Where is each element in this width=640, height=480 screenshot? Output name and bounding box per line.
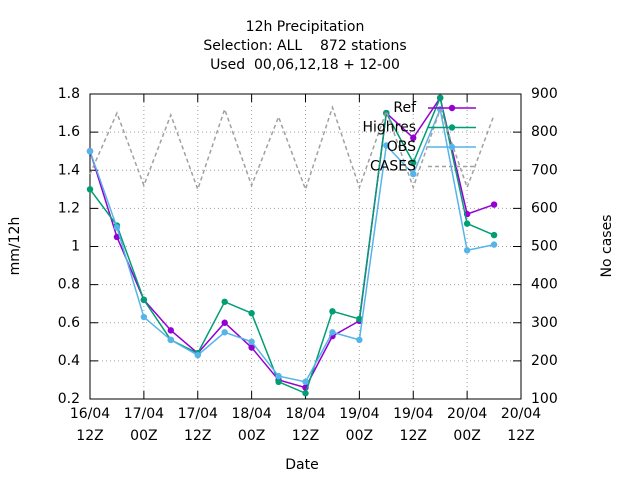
data-point [248, 310, 255, 317]
legend-label: OBS [387, 139, 416, 155]
data-point [463, 220, 471, 227]
y2-tick-label: 500 [531, 239, 558, 255]
data-point [275, 372, 282, 380]
data-point [436, 94, 444, 102]
y-tick-label: 0.2 [58, 391, 80, 407]
data-point [86, 147, 94, 155]
y2-tick-label: 100 [531, 391, 558, 407]
data-point [140, 313, 148, 321]
data-point [86, 186, 94, 193]
y2-tick-label: 200 [531, 353, 558, 369]
y-tick-label: 0.4 [58, 353, 80, 369]
x-tick-label: 19/04 [393, 406, 433, 422]
x-tick-label: 12Z [184, 428, 211, 444]
data-point [410, 170, 417, 178]
data-point [302, 378, 309, 386]
y2-tick-label: 400 [531, 277, 558, 293]
data-point [490, 201, 498, 208]
data-point [490, 241, 498, 248]
y2-tick-label: 300 [531, 315, 558, 331]
data-point [221, 329, 228, 336]
data-point [410, 134, 417, 142]
x-tick-label: 19/04 [339, 406, 379, 422]
data-point [248, 338, 255, 346]
x-axis-label: Date [285, 457, 318, 473]
y-tick-label: 1 [71, 239, 80, 255]
chart-subtitle: Selection: ALL 872 stations [203, 38, 406, 54]
x-tick-label: 12Z [292, 428, 319, 444]
x-tick-label: 20/04 [447, 406, 487, 422]
data-point [356, 315, 363, 323]
data-point [221, 298, 228, 305]
y-tick-label: 1.8 [58, 86, 80, 102]
data-point [302, 390, 309, 397]
chart-subtitle: Used 00,06,12,18 + 12-00 [210, 57, 400, 73]
y2-axis-label: No cases [599, 215, 615, 278]
x-tick-label: 17/04 [178, 406, 218, 422]
data-point [194, 351, 201, 359]
legend-label: CASES [370, 159, 416, 175]
data-point [140, 296, 148, 304]
data-point [383, 142, 390, 149]
data-point [329, 308, 336, 315]
chart-title: 12h Precipitation [246, 19, 365, 35]
plot-frame [89, 93, 522, 400]
x-tick-label: 00Z [346, 428, 373, 444]
series-line [89, 95, 495, 389]
x-tick-label: 18/04 [231, 406, 271, 422]
x-tick-label: 17/04 [124, 406, 164, 422]
x-tick-label: 00Z [453, 428, 480, 444]
data-point [410, 159, 417, 166]
x-tick-label: 12Z [400, 428, 427, 444]
series-line [89, 95, 495, 395]
legend-marker [448, 143, 456, 151]
x-tick-label: 00Z [130, 428, 157, 444]
y-tick-label: 1.4 [58, 162, 80, 178]
data-point [248, 344, 255, 351]
data-point [329, 329, 336, 336]
x-tick-label: 20/04 [501, 406, 541, 422]
y-tick-label: 1.2 [58, 200, 80, 216]
y-tick-label: 0.8 [58, 277, 80, 293]
series-line [89, 104, 495, 192]
data-point [113, 233, 121, 241]
y2-tick-label: 900 [531, 86, 558, 102]
legend-label: Highres [362, 120, 416, 136]
x-tick-label: 00Z [238, 428, 265, 444]
y-axis-label: mm/12h [7, 217, 23, 276]
data-point [167, 336, 175, 344]
y2-tick-label: 600 [531, 200, 558, 216]
data-point [113, 224, 121, 231]
data-point [167, 327, 175, 334]
legend-marker [448, 104, 456, 112]
y-tick-label: 0.6 [58, 315, 80, 331]
x-tick-label: 12Z [76, 428, 103, 444]
series-line [89, 106, 495, 383]
data-point [356, 336, 363, 344]
data-point [275, 378, 282, 386]
y2-tick-label: 700 [531, 162, 558, 178]
x-tick-label: 16/04 [70, 406, 110, 422]
x-tick-label: 18/04 [285, 406, 325, 422]
x-tick-label: 12Z [507, 428, 534, 444]
y2-tick-label: 800 [531, 124, 558, 140]
data-point [221, 319, 228, 326]
legend-label: Ref [393, 100, 417, 116]
data-point [490, 231, 498, 239]
data-point [463, 247, 471, 254]
legend-marker [448, 124, 456, 131]
y-tick-label: 1.6 [58, 124, 80, 140]
